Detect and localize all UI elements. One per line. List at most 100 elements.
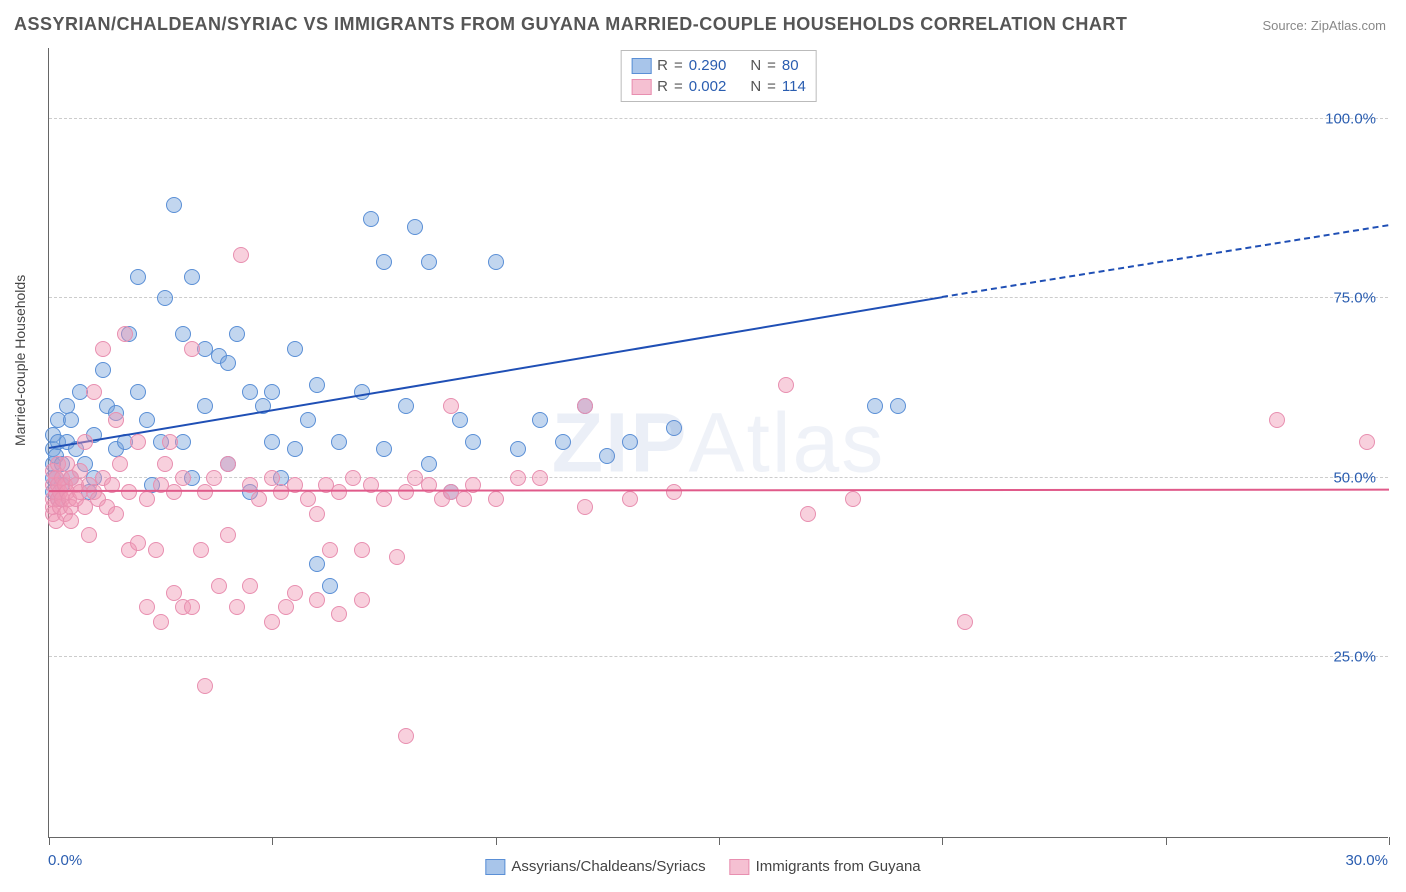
y-tick-label: 75.0% (1333, 290, 1376, 307)
trendline-solid (49, 489, 1389, 492)
data-point (443, 398, 459, 414)
data-point (175, 470, 191, 486)
gridline-h (49, 118, 1388, 119)
data-point (1359, 434, 1375, 450)
data-point (264, 614, 280, 630)
data-point (456, 491, 472, 507)
data-point (354, 542, 370, 558)
data-point (510, 441, 526, 457)
data-point (577, 398, 593, 414)
gridline-h (49, 297, 1388, 298)
data-point (532, 412, 548, 428)
data-point (264, 470, 280, 486)
data-point (130, 434, 146, 450)
data-point (81, 527, 97, 543)
legend-item-0: Assyrians/Chaldeans/Syriacs (485, 858, 705, 875)
legend-row-0: R = 0.290 N = 80 (631, 55, 806, 76)
data-point (510, 470, 526, 486)
data-point (108, 412, 124, 428)
data-point (407, 219, 423, 235)
data-point (184, 341, 200, 357)
data-point (867, 398, 883, 414)
data-point (345, 470, 361, 486)
data-point (112, 456, 128, 472)
data-point (264, 434, 280, 450)
chart-title: ASSYRIAN/CHALDEAN/SYRIAC VS IMMIGRANTS F… (14, 14, 1127, 35)
data-point (309, 592, 325, 608)
data-point (148, 542, 164, 558)
data-point (77, 434, 93, 450)
data-point (363, 211, 379, 227)
data-point (130, 269, 146, 285)
legend-label-1: Immigrants from Guyana (756, 858, 921, 875)
y-tick-label: 25.0% (1333, 649, 1376, 666)
data-point (184, 269, 200, 285)
data-point (309, 556, 325, 572)
legend-row-1: R = 0.002 N = 114 (631, 76, 806, 97)
data-point (666, 484, 682, 500)
x-tick (942, 837, 943, 845)
data-point (577, 499, 593, 515)
data-point (331, 484, 347, 500)
data-point (398, 398, 414, 414)
data-point (622, 491, 638, 507)
legend-stats: R = 0.290 N = 80 R = 0.002 N = 114 (620, 50, 817, 102)
data-point (220, 456, 236, 472)
data-point (398, 728, 414, 744)
data-point (117, 326, 133, 342)
data-point (229, 326, 245, 342)
x-tick-label: 0.0% (48, 852, 82, 869)
data-point (184, 599, 200, 615)
data-point (72, 463, 88, 479)
data-point (309, 506, 325, 522)
data-point (957, 614, 973, 630)
y-tick-label: 50.0% (1333, 469, 1376, 486)
data-point (242, 384, 258, 400)
data-point (287, 585, 303, 601)
x-tick-label: 30.0% (1345, 852, 1388, 869)
data-point (95, 362, 111, 378)
data-point (376, 441, 392, 457)
data-point (139, 491, 155, 507)
data-point (108, 506, 124, 522)
data-point (220, 527, 236, 543)
data-point (376, 491, 392, 507)
data-point (465, 434, 481, 450)
data-point (300, 412, 316, 428)
data-point (421, 456, 437, 472)
x-tick (1166, 837, 1167, 845)
swatch-bottom-1 (730, 859, 750, 875)
data-point (242, 578, 258, 594)
source-label: Source: ZipAtlas.com (1262, 18, 1386, 33)
data-point (331, 606, 347, 622)
data-point (488, 491, 504, 507)
y-tick-label: 100.0% (1325, 110, 1376, 127)
data-point (300, 491, 316, 507)
swatch-bottom-0 (485, 859, 505, 875)
swatch-series-0 (631, 58, 651, 74)
data-point (166, 585, 182, 601)
data-point (666, 420, 682, 436)
x-tick (1389, 837, 1390, 845)
legend-label-0: Assyrians/Chaldeans/Syriacs (511, 858, 705, 875)
data-point (421, 254, 437, 270)
data-point (376, 254, 392, 270)
x-tick (272, 837, 273, 845)
gridline-h (49, 656, 1388, 657)
data-point (211, 578, 227, 594)
data-point (1269, 412, 1285, 428)
data-point (622, 434, 638, 450)
data-point (139, 412, 155, 428)
data-point (130, 384, 146, 400)
trendline-dashed (942, 225, 1389, 299)
x-tick (719, 837, 720, 845)
data-point (86, 384, 102, 400)
data-point (153, 614, 169, 630)
data-point (193, 542, 209, 558)
data-point (322, 578, 338, 594)
data-point (166, 484, 182, 500)
data-point (130, 535, 146, 551)
data-point (287, 441, 303, 457)
legend-series: Assyrians/Chaldeans/Syriacs Immigrants f… (485, 858, 920, 875)
plot-area: ZIPAtlas R = 0.290 N = 80 R = 0.002 N = … (48, 48, 1388, 838)
